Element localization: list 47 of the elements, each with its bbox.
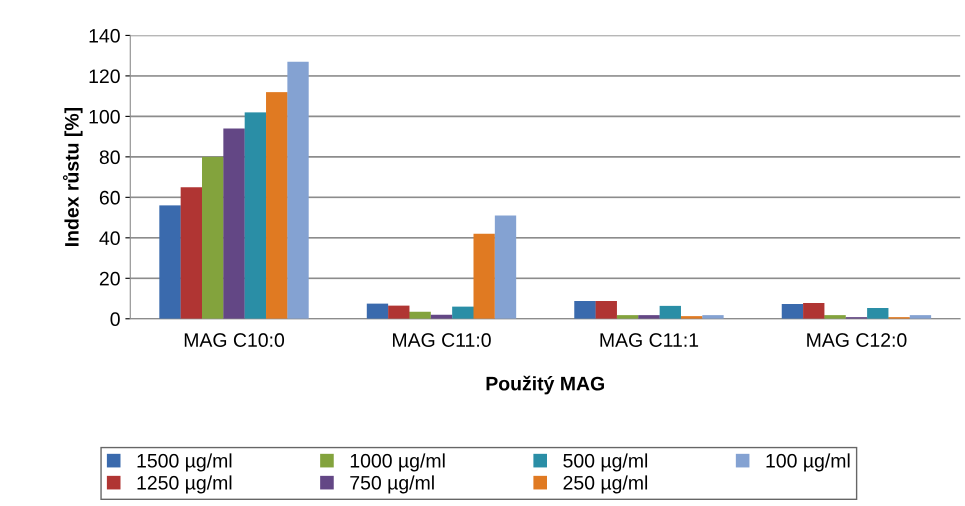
- bar: [430, 314, 452, 319]
- bar: [596, 300, 617, 319]
- bar: [223, 128, 245, 319]
- bar: [616, 315, 638, 319]
- legend-label: 1000 µg/ml: [350, 453, 445, 472]
- bar: [638, 315, 660, 319]
- bar: [494, 216, 516, 319]
- bar: [287, 62, 309, 319]
- bar: [803, 302, 824, 319]
- y-tick-label: 20: [100, 272, 120, 286]
- bar: [244, 112, 266, 319]
- bar: [266, 92, 288, 319]
- legend-label: 1250 µg/ml: [138, 475, 232, 494]
- bar: [452, 306, 474, 319]
- y-axis-title: Index růstu [%]: [62, 108, 83, 246]
- x-axis-title: Použitý MAG: [486, 376, 604, 394]
- y-tick-label: 0: [110, 312, 120, 326]
- bar: [409, 312, 431, 319]
- bar: [388, 306, 410, 319]
- bar: [702, 315, 724, 319]
- bar: [574, 300, 596, 319]
- legend-label: 250 µg/ml: [564, 475, 648, 494]
- y-tick-label: 100: [90, 110, 120, 124]
- x-tick-label: MAG C12:0: [807, 333, 906, 347]
- legend-label: 1500 µg/ml: [138, 453, 232, 472]
- bar: [660, 306, 681, 319]
- bar: [180, 187, 202, 319]
- bar: [474, 234, 495, 319]
- legend-label: 750 µg/ml: [350, 475, 434, 494]
- legend-label: 100 µg/ml: [766, 453, 850, 472]
- x-tick-label: MAG C10:0: [184, 333, 284, 347]
- bar: [910, 315, 932, 319]
- x-tick-label: MAG C11:1: [600, 333, 698, 347]
- bar: [366, 304, 388, 319]
- bar: [782, 304, 804, 319]
- bar: [159, 205, 181, 319]
- bar: [202, 156, 224, 319]
- bar: [824, 315, 846, 319]
- y-tick-label: 60: [100, 190, 120, 205]
- y-tick-label: 80: [100, 150, 120, 164]
- legend-label: 500 µg/ml: [563, 453, 648, 472]
- bar: [680, 316, 702, 319]
- y-tick-label: 40: [99, 231, 120, 246]
- y-tick-label: 140: [90, 28, 120, 43]
- bar: [867, 308, 888, 319]
- y-tick-label: 120: [90, 69, 120, 84]
- x-tick-label: MAG C11:0: [393, 333, 491, 347]
